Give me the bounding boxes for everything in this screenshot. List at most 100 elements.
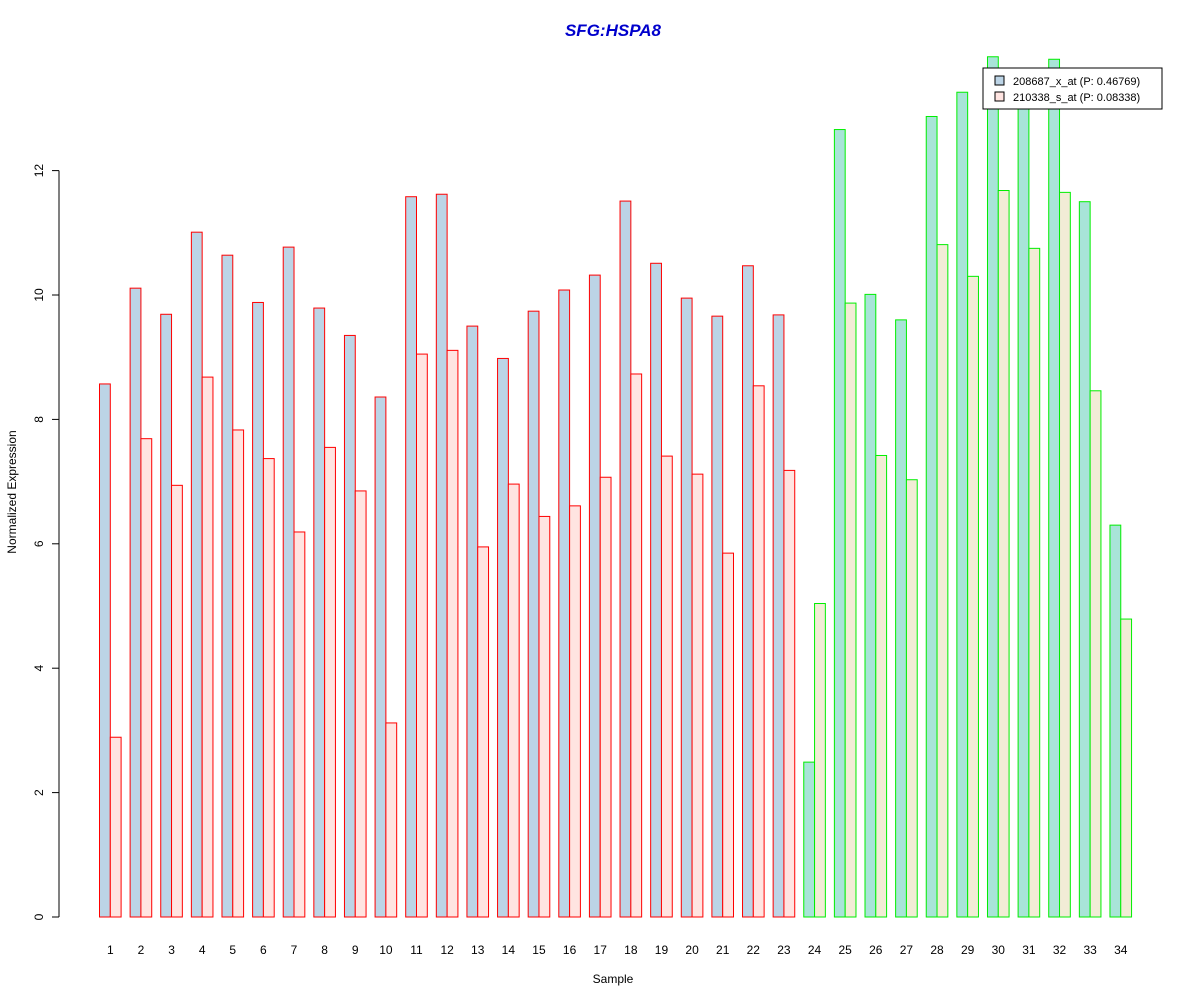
bar-8-series-2 [324,446,336,918]
bar-1-series-1 [99,383,111,918]
bar-18-series-1 [619,200,632,918]
bar-31-series-1 [1017,104,1030,918]
bar-29-series-1 [956,91,969,918]
bar-7-series-1 [282,246,295,918]
bar-3-series-1 [160,313,173,918]
bar-22-series-1 [742,265,754,918]
legend-label-208687: 208687_x_at (P: 0.46769) [1013,76,1140,88]
y-tick-label: 8 [32,416,46,423]
legend-box [982,67,1163,110]
x-tick-label: 5 [229,943,236,957]
x-tick-label: 24 [808,943,822,957]
bar-30-series-1 [986,56,999,918]
bar-21-series-2 [722,552,735,918]
x-tick-label: 20 [685,943,699,957]
bar-23-series-1 [772,314,785,918]
bar-19-series-1 [650,262,662,918]
bar-10-series-1 [374,396,387,918]
x-tick-label: 27 [900,943,914,957]
bar-11-series-1 [405,196,418,918]
bar-34-series-2 [1120,618,1133,918]
bar-19-series-2 [660,455,673,918]
x-tick-label: 21 [716,943,730,957]
bar-32-series-2 [1059,191,1071,918]
x-tick-label: 18 [624,943,638,957]
bar-13-series-2 [477,546,490,918]
bar-9-series-1 [343,334,356,918]
y-tick-label: 12 [32,164,46,178]
bar-4-series-2 [201,376,214,918]
legend-swatch-210338 [994,91,1005,102]
bar-26-series-2 [875,454,888,918]
y-tick-label: 4 [32,665,46,672]
bar-4-series-1 [190,231,203,918]
bar-18-series-2 [630,373,643,918]
bar-32-series-1 [1048,58,1061,918]
bar-15-series-2 [538,515,551,918]
y-tick-label: 0 [32,913,46,920]
bar-29-series-2 [967,275,979,918]
bar-20-series-2 [691,473,704,918]
bar-21-series-1 [711,315,724,918]
bar-12-series-2 [446,349,459,918]
bar-20-series-1 [680,297,693,918]
x-tick-label: 34 [1114,943,1128,957]
bar-33-series-2 [1089,390,1102,918]
x-tick-label: 13 [471,943,485,957]
x-tick-label: 17 [594,943,608,957]
bar-6-series-2 [262,458,275,918]
x-tick-label: 22 [747,943,761,957]
bars [99,56,1133,918]
x-tick-label: 19 [655,943,669,957]
bar-31-series-2 [1028,247,1041,918]
x-tick-label: 14 [502,943,516,957]
bar-27-series-2 [905,479,918,918]
bar-9-series-2 [354,490,367,918]
bar-12-series-1 [435,193,448,918]
bar-14-series-2 [507,483,520,918]
x-tick-label: 9 [352,943,359,957]
bar-5-series-2 [232,429,245,918]
legend: 208687_x_at (P: 0.46769) 210338_s_at (P:… [982,67,1163,110]
x-tick-label: 1 [107,943,114,957]
bar-22-series-2 [752,385,765,918]
x-tick-labels: 1 2 3 4 5 6 7 8 9 10 11 12 13 14 15 16 17 18 19 20 21 22 23 24 2… [107,943,1128,957]
x-tick-label: 2 [138,943,145,957]
bar-11-series-2 [416,353,428,918]
x-tick-label: 15 [532,943,546,957]
x-tick-label: 3 [168,943,175,957]
x-tick-label: 25 [839,943,853,957]
x-tick-label: 30 [992,943,1006,957]
x-tick-label: 4 [199,943,206,957]
y-axis: 0 2 4 6 8 10 12 [32,164,60,920]
x-tick-label: 7 [291,943,298,957]
chart-title: SFG:HSPA8 [565,21,662,40]
bar-33-series-1 [1078,201,1091,918]
bar-5-series-1 [221,254,234,918]
bar-16-series-1 [558,289,571,918]
bar-27-series-1 [895,319,907,918]
x-tick-label: 16 [563,943,577,957]
bar-24-series-1 [803,761,816,918]
x-tick-label: 32 [1053,943,1067,957]
bar-28-series-1 [925,115,938,918]
bar-1-series-2 [109,736,122,918]
bar-25-series-1 [833,129,846,918]
y-tick-label: 10 [32,288,46,302]
bar-30-series-2 [997,190,1010,918]
bar-17-series-2 [599,476,612,918]
x-tick-label: 23 [777,943,791,957]
bar-13-series-1 [466,325,479,918]
x-tick-label: 6 [260,943,267,957]
bar-16-series-2 [569,505,581,918]
y-tick-label: 6 [32,540,46,547]
bar-14-series-1 [497,357,509,918]
bar-28-series-2 [936,244,949,918]
x-tick-label: 10 [379,943,393,957]
y-tick-label: 2 [32,789,46,796]
bar-2-series-2 [140,438,153,918]
legend-swatch-208687 [994,75,1005,86]
bar-2-series-1 [129,287,142,918]
bar-10-series-2 [385,722,398,918]
